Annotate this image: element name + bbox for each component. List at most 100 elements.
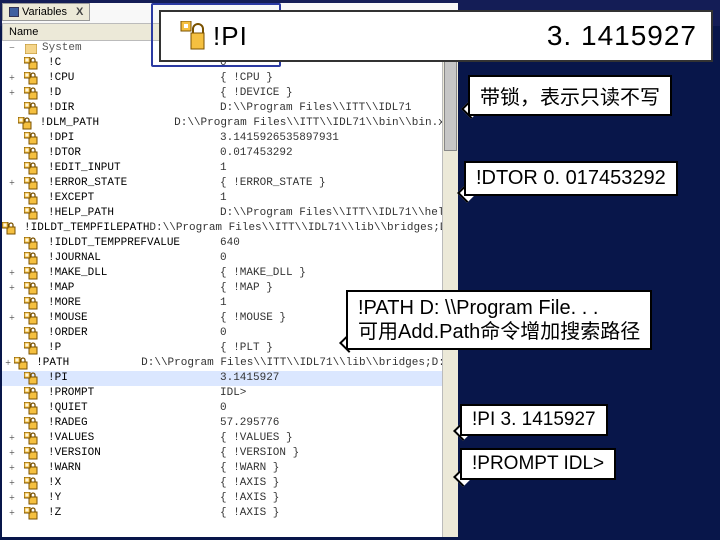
variable-value: 0 (220, 251, 458, 266)
expander-icon[interactable]: + (2, 431, 22, 446)
variable-name: !PROMPT (40, 386, 220, 401)
lock-icon (22, 446, 40, 461)
variable-name: !PI (40, 371, 220, 386)
pi-highlight-box: !PI 3. 1415927 (159, 10, 713, 62)
variable-name: !QUIET (40, 401, 220, 416)
table-row[interactable]: !QUIET0 (2, 401, 458, 416)
lock-icon (22, 161, 40, 176)
variable-name: !JOURNAL (40, 251, 220, 266)
lock-icon (22, 131, 40, 146)
table-row[interactable]: +!MAKE_DLL{ !MAKE_DLL } (2, 266, 458, 281)
table-row[interactable]: !EDIT_INPUT1 (2, 161, 458, 176)
lock-icon (14, 356, 28, 371)
table-row[interactable]: +!X{ !AXIS } (2, 476, 458, 491)
lock-icon (22, 311, 40, 326)
table-row[interactable]: + !VERSION{ !VERSION } (2, 446, 458, 461)
table-row[interactable]: !DPI3.1415926535897931 (2, 131, 458, 146)
table-row[interactable]: !HELP_PATHD:\\Program Files\\ITT\\IDL71\… (2, 206, 458, 221)
variable-value: 0 (220, 401, 458, 416)
table-row[interactable]: + !WARN{ !WARN } (2, 461, 458, 476)
tree-body[interactable]: − System !C0+!CPU{ !CPU }+!D{ !DEVICE }!… (2, 41, 458, 537)
expander-icon[interactable]: + (2, 281, 22, 296)
variable-name: !HELP_PATH (40, 206, 220, 221)
lock-icon (22, 206, 40, 221)
lock-icon (22, 461, 40, 476)
lock-icon (22, 56, 40, 71)
close-icon[interactable]: X (76, 6, 83, 18)
lock-icon (22, 341, 40, 356)
expander-icon[interactable]: + (2, 176, 22, 191)
callout-pi: !PI 3. 1415927 (460, 404, 608, 436)
variables-tab[interactable]: Variables X (2, 3, 90, 21)
variable-name: !DIR (40, 101, 220, 116)
lock-icon (2, 221, 16, 236)
variable-name: !WARN (40, 461, 220, 476)
pi-highlight-key: !PI (175, 21, 248, 52)
table-row[interactable]: !DIRD:\\Program Files\\ITT\\IDL71 (2, 101, 458, 116)
variable-name: !MORE (40, 296, 220, 311)
expander-icon[interactable]: + (2, 86, 22, 101)
expander-icon[interactable]: + (2, 266, 22, 281)
variable-value: { !VERSION } (220, 446, 458, 461)
lock-icon (22, 431, 40, 446)
variable-name: !EXCEPT (40, 191, 220, 206)
lock-icon (22, 236, 40, 251)
variable-name: !MAP (40, 281, 220, 296)
expander-icon (2, 101, 22, 116)
expander-icon (2, 401, 22, 416)
table-row[interactable]: !IDLDT_TEMPPREFVALUE640 (2, 236, 458, 251)
expander-icon (2, 56, 22, 71)
folder-icon (22, 41, 40, 56)
expander-icon (2, 386, 22, 401)
table-row[interactable]: +!PATHD:\\Program Files\\ITT\\IDL71\\lib… (2, 356, 458, 371)
lock-icon (22, 191, 40, 206)
table-row[interactable]: !PROMPTIDL> (2, 386, 458, 401)
expander-icon[interactable]: + (2, 311, 22, 326)
variable-value: 1 (220, 161, 458, 176)
callout-prompt: !PROMPT IDL> (460, 448, 616, 480)
table-row[interactable]: +!CPU{ !CPU } (2, 71, 458, 86)
expander-icon (2, 146, 22, 161)
table-row[interactable]: !IDLDT_TEMPFILEPATHD:\\Program Files\\IT… (2, 221, 458, 236)
lock-icon (22, 101, 40, 116)
variable-value: { !WARN } (220, 461, 458, 476)
table-row[interactable]: +!Z{ !AXIS } (2, 506, 458, 521)
lock-icon (22, 266, 40, 281)
table-row[interactable]: !DTOR0.017453292 (2, 146, 458, 161)
variable-value: { !CPU } (220, 71, 458, 86)
scroll-thumb[interactable] (444, 61, 457, 151)
table-row[interactable]: !EXCEPT1 (2, 191, 458, 206)
variable-value: 0.017453292 (220, 146, 458, 161)
table-row[interactable]: +!Y{ !AXIS } (2, 491, 458, 506)
table-row[interactable]: +!D{ !DEVICE } (2, 86, 458, 101)
variable-name: !IDLDT_TEMPPREFVALUE (40, 236, 220, 251)
table-row[interactable]: +!ERROR_STATE{ !ERROR_STATE } (2, 176, 458, 191)
expander-icon (2, 206, 22, 221)
table-row[interactable]: !DLM_PATHD:\\Program Files\\ITT\\IDL71\\… (2, 116, 458, 131)
variable-name: !VALUES (40, 431, 220, 446)
variable-name: !MOUSE (40, 311, 220, 326)
variable-value: D:\\Program Files\\ITT\\IDL71 (220, 101, 458, 116)
variable-name: !VERSION (40, 446, 220, 461)
expander-icon[interactable]: + (2, 71, 22, 86)
table-row[interactable]: !PI3.1415927 (2, 371, 458, 386)
table-row[interactable]: !JOURNAL0 (2, 251, 458, 266)
expander-icon[interactable]: + (2, 356, 14, 371)
expander-icon[interactable]: + (2, 476, 22, 491)
variable-name: !MAKE_DLL (40, 266, 220, 281)
expander-icon[interactable]: + (2, 491, 22, 506)
table-row[interactable]: +!VALUES{ !VALUES } (2, 431, 458, 446)
variable-value: D:\\Program Files\\ITT\\IDL71\\bin\\bin.… (174, 116, 458, 131)
variable-value: D:\\Program Files\\ITT\\IDL71\\help (220, 206, 458, 221)
expander-icon[interactable]: + (2, 461, 22, 476)
expander-icon[interactable]: − (2, 41, 22, 56)
variable-name: !EDIT_INPUT (40, 161, 220, 176)
expander-icon (2, 416, 22, 431)
vertical-scrollbar[interactable] (442, 41, 458, 537)
table-row[interactable]: !RADEG57.295776 (2, 416, 458, 431)
variable-name: !P (40, 341, 220, 356)
expander-icon[interactable]: + (2, 506, 22, 521)
lock-icon (22, 476, 40, 491)
variable-value: 3.1415926535897931 (220, 131, 458, 146)
expander-icon[interactable]: + (2, 446, 22, 461)
